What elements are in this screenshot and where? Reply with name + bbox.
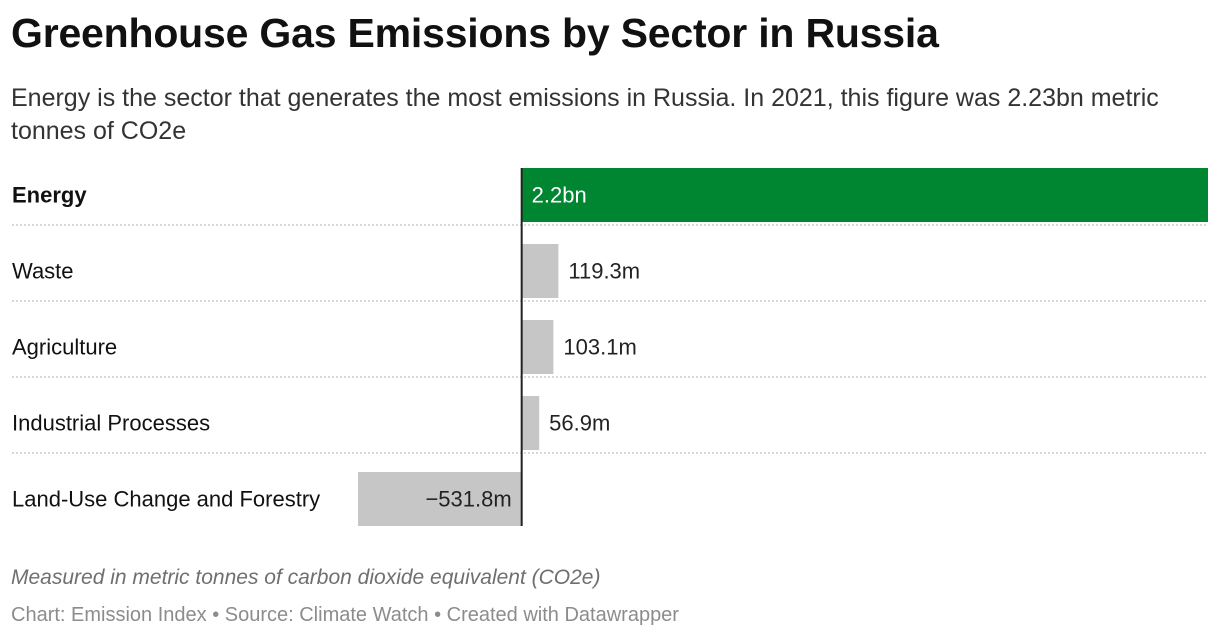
value-label: −531.8m bbox=[425, 487, 511, 512]
chart-title: Greenhouse Gas Emissions by Sector in Ru… bbox=[11, 10, 939, 56]
category-label: Land-Use Change and Forestry bbox=[12, 487, 320, 512]
bar bbox=[521, 320, 554, 374]
category-label: Industrial Processes bbox=[12, 411, 210, 436]
chart-note: Measured in metric tonnes of carbon diox… bbox=[11, 566, 601, 589]
bar-chart: Energy 2.2bn Waste 119.3m Agriculture 103.1m I… bbox=[0, 160, 1220, 540]
chart-source: Chart: Emission Index • Source: Climate … bbox=[11, 604, 679, 626]
chart-subtitle: Energy is the sector that generates the … bbox=[11, 84, 1159, 145]
value-label: 119.3m bbox=[568, 259, 640, 284]
bar-chart-svg: Energy 2.2bn Waste 119.3m Agriculture 103.1m I… bbox=[12, 168, 1208, 526]
category-label: Waste bbox=[12, 259, 74, 284]
bar bbox=[358, 472, 522, 526]
bar bbox=[521, 244, 559, 298]
category-label: Agriculture bbox=[12, 335, 117, 360]
value-label: 103.1m bbox=[563, 335, 636, 360]
bar bbox=[521, 168, 1208, 222]
bar bbox=[521, 396, 540, 450]
value-label: 56.9m bbox=[549, 411, 610, 436]
category-label: Energy bbox=[12, 183, 87, 208]
value-label: 2.2bn bbox=[532, 183, 587, 208]
